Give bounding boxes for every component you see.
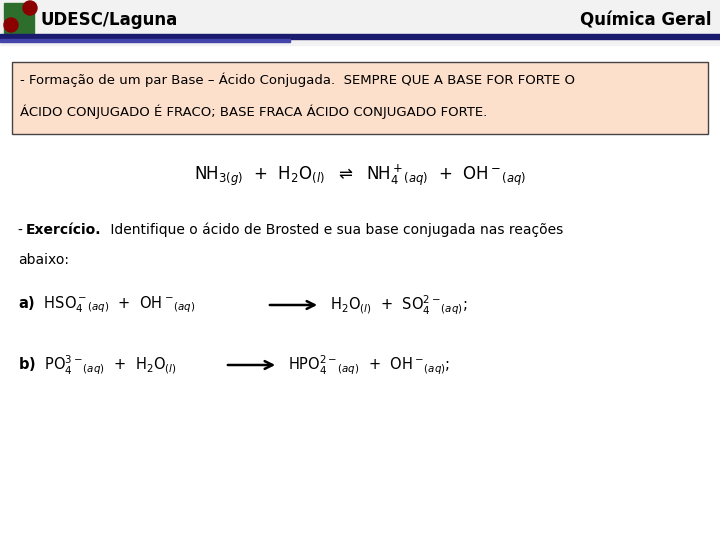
Text: Exercício.: Exercício. — [26, 223, 102, 237]
Text: -: - — [18, 223, 27, 237]
Text: abaixo:: abaixo: — [18, 253, 69, 267]
Text: HPO$_4^{2-}{}_{\!(aq)}$  +  OH$^-{}_{\!(aq)}$;: HPO$_4^{2-}{}_{\!(aq)}$ + OH$^-{}_{\!(aq… — [288, 353, 450, 377]
Bar — [12, 62, 708, 134]
Text: H$_2$O$_{(l)}$  +  SO$_4^{2-}{}_{\!(aq)}$;: H$_2$O$_{(l)}$ + SO$_4^{2-}{}_{\!(aq)}$; — [330, 293, 467, 316]
Bar — [0, 34, 720, 39]
Circle shape — [23, 1, 37, 15]
Circle shape — [4, 18, 18, 32]
Bar — [0, 39, 290, 42]
Text: Química Geral: Química Geral — [580, 11, 712, 29]
Text: NH$_{3(g)}$  +  H$_2$O$_{(l)}$  $\rightleftharpoons$  NH$_4^+{}_{\!(aq)}$  +  OH: NH$_{3(g)}$ + H$_2$O$_{(l)}$ $\rightleft… — [194, 162, 526, 188]
Text: UDESC/Laguna: UDESC/Laguna — [40, 11, 177, 29]
Text: $\bf{b)}$  PO$_4^{3-}{}_{\!(aq)}$  +  H$_2$O$_{(l)}$: $\bf{b)}$ PO$_4^{3-}{}_{\!(aq)}$ + H$_2$… — [18, 353, 176, 377]
Bar — [4, 3, 34, 33]
Text: - Formação de um par Base – Ácido Conjugada.  SEMPRE QUE A BASE FOR FORTE O: - Formação de um par Base – Ácido Conjug… — [20, 73, 575, 87]
Text: ÁCIDO CONJUGADO É FRACO; BASE FRACA ÁCIDO CONJUGADO FORTE.: ÁCIDO CONJUGADO É FRACO; BASE FRACA ÁCID… — [20, 105, 487, 119]
Text: Identifique o ácido de Brosted e sua base conjugada nas reações: Identifique o ácido de Brosted e sua bas… — [106, 222, 563, 237]
Text: $\bf{a)}$  HSO$_4^-{}_{\!(aq)}$  +  OH$^-{}_{\!(aq)}$: $\bf{a)}$ HSO$_4^-{}_{\!(aq)}$ + OH$^-{}… — [18, 295, 195, 315]
Bar — [0, 0, 720, 45]
